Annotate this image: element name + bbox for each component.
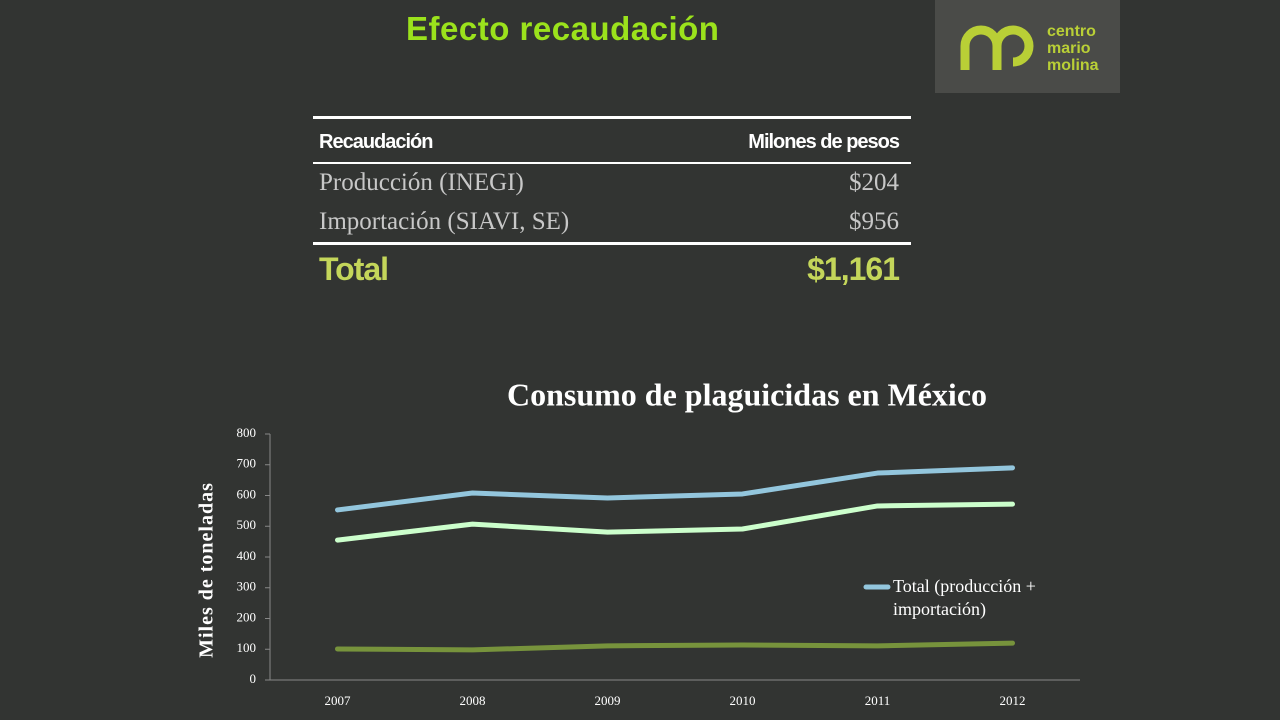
cell: $204 (849, 169, 899, 196)
y-tick-label: 500 (237, 517, 257, 532)
data-line (335, 501, 1015, 543)
y-tick-label: 100 (237, 640, 257, 655)
data-line (335, 465, 1015, 513)
y-tick-label: 0 (250, 671, 257, 686)
x-tick-label: 2011 (865, 693, 891, 708)
x-tick-label: 2010 (730, 693, 756, 708)
x-tick-label: 2009 (595, 693, 621, 708)
logo-text: mario (1047, 40, 1091, 57)
data-line (335, 640, 1015, 653)
cell: Producción (INEGI) (319, 169, 524, 196)
y-tick-label: 700 (237, 456, 257, 471)
x-tick-label: 2012 (1000, 693, 1026, 708)
y-axis-label: Miles de toneladas (196, 482, 218, 658)
total-label: Total (313, 242, 677, 294)
y-tick-label: 600 (237, 486, 257, 501)
chart-title: Consumo de plaguicidas en México (507, 376, 987, 412)
table: Recaudación Milones de pesos Producción (… (313, 116, 911, 294)
y-tick-label: 200 (237, 609, 257, 624)
logo-text: molina (1047, 57, 1099, 74)
column-header: Recaudación (313, 116, 677, 164)
slide-title: Efecto recaudación (406, 10, 720, 47)
x-tick-label: 2007 (325, 693, 352, 708)
y-tick-label: 300 (237, 579, 257, 594)
cell: Importación (SIAVI, SE) (319, 208, 570, 235)
legend-label: Total (producción + importación) (893, 576, 1036, 619)
cell: $956 (849, 208, 899, 235)
legend: Total (producción + importación) (893, 575, 1083, 621)
x-tick-label: 2008 (460, 693, 486, 708)
logo: centro mario molina (935, 0, 1120, 93)
y-tick-label: 400 (237, 548, 257, 563)
y-tick-label: 800 (237, 425, 257, 440)
logo-mark (960, 25, 1034, 70)
column-header: Milones de pesos (676, 116, 911, 164)
total-value: $1,161 (676, 242, 911, 294)
logo-text: centro (1047, 23, 1096, 40)
